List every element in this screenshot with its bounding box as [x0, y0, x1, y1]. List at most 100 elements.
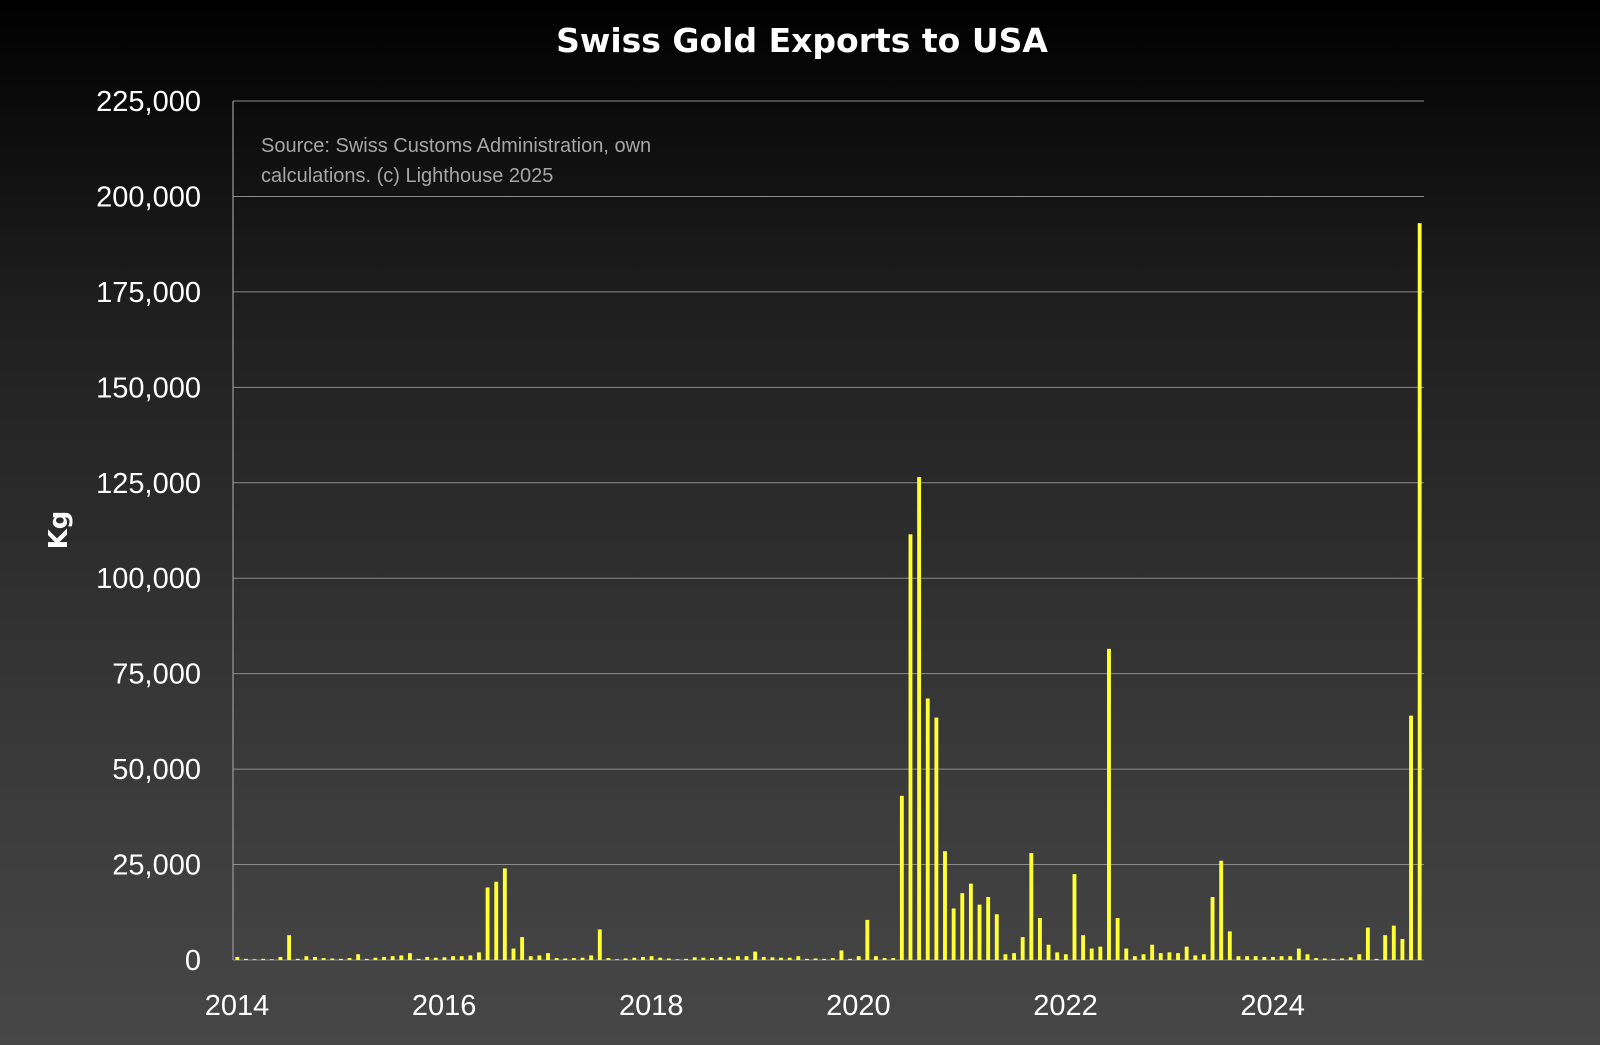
- x-tick-label: 2018: [619, 990, 684, 1022]
- bar: [1348, 957, 1353, 960]
- x-axis-ticks: 2014 2016 2018 2020 2022 2024: [205, 990, 1305, 1022]
- y-tick-label: 200,000: [96, 181, 201, 213]
- bar: [1210, 897, 1215, 960]
- bar: [718, 956, 723, 960]
- bar: [666, 958, 671, 960]
- bar: [321, 958, 326, 960]
- bar: [1124, 948, 1129, 960]
- bar: [1219, 860, 1224, 960]
- bar: [1383, 935, 1388, 960]
- bar: [477, 952, 481, 960]
- bar: [1374, 958, 1379, 960]
- bar: [1296, 948, 1301, 960]
- bar: [364, 958, 369, 960]
- bar: [451, 956, 456, 960]
- x-tick-label: 2020: [826, 990, 891, 1022]
- bar: [597, 929, 602, 960]
- bar: [1391, 925, 1396, 960]
- bar: [632, 957, 637, 960]
- chart-title: Swiss Gold Exports to USA: [556, 21, 1048, 60]
- bar: [1279, 956, 1284, 960]
- bar: [520, 937, 525, 960]
- bar: [1029, 853, 1034, 960]
- bar: [537, 955, 542, 960]
- bar: [1098, 946, 1103, 960]
- bar: [433, 957, 438, 960]
- bar: [261, 958, 266, 960]
- bar: [1288, 956, 1293, 960]
- bar: [649, 956, 654, 960]
- bar: [1055, 952, 1060, 960]
- x-tick-label: 2016: [412, 990, 477, 1022]
- bar: [468, 955, 473, 960]
- bar: [1176, 953, 1180, 960]
- bar: [1167, 952, 1172, 960]
- bar: [917, 477, 922, 960]
- bar: [356, 954, 361, 960]
- bar: [701, 957, 706, 960]
- bar: [304, 956, 309, 960]
- bar: [960, 893, 965, 960]
- bar: [943, 851, 947, 960]
- bar: [839, 950, 844, 960]
- bar: [684, 958, 689, 960]
- bar: [787, 957, 792, 960]
- bar: [1262, 956, 1267, 960]
- bar: [1227, 931, 1232, 960]
- bar: [1184, 946, 1189, 960]
- bar: [735, 956, 740, 960]
- bar: [692, 957, 697, 960]
- bar: [269, 959, 274, 960]
- bar: [615, 959, 619, 960]
- bar: [1253, 956, 1258, 960]
- bar: [874, 956, 878, 960]
- bar: [1314, 958, 1319, 960]
- bar: [295, 958, 300, 960]
- y-tick-label: 0: [185, 945, 201, 977]
- bar: [899, 795, 904, 960]
- bar: [977, 904, 982, 960]
- bar: [1245, 956, 1250, 960]
- bar: [822, 958, 827, 960]
- bar: [1046, 944, 1051, 960]
- bar: [1072, 874, 1077, 960]
- bar: [563, 958, 568, 960]
- bar: [580, 957, 585, 960]
- bar: [235, 956, 240, 960]
- bar: [908, 534, 913, 960]
- bar: [407, 953, 412, 960]
- y-tick-label: 25,000: [112, 850, 201, 882]
- y-tick-label: 175,000: [96, 277, 201, 309]
- bar: [934, 717, 939, 960]
- bar: [485, 887, 490, 960]
- x-tick-label: 2022: [1033, 990, 1098, 1022]
- bar: [1158, 953, 1163, 960]
- bar: [1132, 956, 1137, 960]
- bar: [1357, 954, 1362, 960]
- bar: [244, 958, 248, 960]
- x-tick-label: 2014: [205, 990, 270, 1022]
- bar: [796, 956, 801, 960]
- bar: [399, 955, 404, 960]
- bar: [1089, 948, 1094, 960]
- bar: [623, 958, 628, 960]
- bar: [1141, 954, 1146, 960]
- bar: [882, 958, 887, 960]
- bar: [494, 881, 499, 960]
- bar: [416, 958, 421, 960]
- bar: [571, 958, 576, 960]
- y-tick-label: 75,000: [112, 659, 201, 691]
- bar: [641, 956, 645, 960]
- bar: [606, 958, 611, 960]
- bar: [528, 956, 533, 960]
- bar: [968, 883, 973, 960]
- bar: [865, 919, 870, 960]
- bar: [1063, 954, 1068, 960]
- bar: [373, 957, 378, 960]
- bar: [1400, 939, 1405, 960]
- y-tick-label: 100,000: [96, 563, 201, 595]
- bar: [1193, 955, 1198, 960]
- source-note-line-2: calculations. (c) Lighthouse 2025: [261, 165, 553, 187]
